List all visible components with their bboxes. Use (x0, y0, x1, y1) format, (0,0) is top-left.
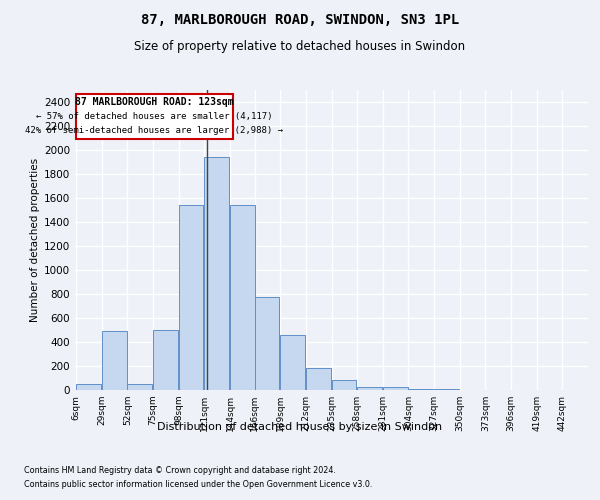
Bar (383, 388, 407, 390)
Bar (153, 330, 178, 390)
Bar (357, 387, 382, 390)
Text: 87, MARLBOROUGH ROAD, SWINDON, SN3 1PL: 87, MARLBOROUGH ROAD, SWINDON, SN3 1PL (141, 12, 459, 26)
Bar (254, 297, 280, 390)
Text: Contains public sector information licensed under the Open Government Licence v3: Contains public sector information licen… (24, 480, 373, 489)
Bar (102, 330, 127, 390)
Bar (306, 368, 331, 390)
Bar (280, 336, 305, 390)
FancyBboxPatch shape (76, 94, 233, 139)
Text: 87 MARLBOROUGH ROAD: 123sqm: 87 MARLBOROUGH ROAD: 123sqm (75, 97, 234, 107)
Bar (127, 384, 152, 390)
Bar (230, 204, 255, 390)
Text: Contains HM Land Registry data © Crown copyright and database right 2024.: Contains HM Land Registry data © Crown c… (24, 466, 336, 475)
Text: 42% of semi-detached houses are larger (2,988) →: 42% of semi-detached houses are larger (… (25, 126, 283, 136)
Y-axis label: Number of detached properties: Number of detached properties (30, 158, 40, 322)
Text: ← 57% of detached houses are smaller (4,117): ← 57% of detached houses are smaller (4,… (36, 112, 273, 121)
Bar (179, 204, 203, 390)
Text: Size of property relative to detached houses in Swindon: Size of property relative to detached ho… (134, 40, 466, 53)
Bar (76, 384, 101, 390)
Text: Distribution of detached houses by size in Swindon: Distribution of detached houses by size … (157, 422, 443, 432)
Bar (331, 380, 356, 390)
Bar (409, 388, 433, 390)
Bar (205, 156, 229, 390)
